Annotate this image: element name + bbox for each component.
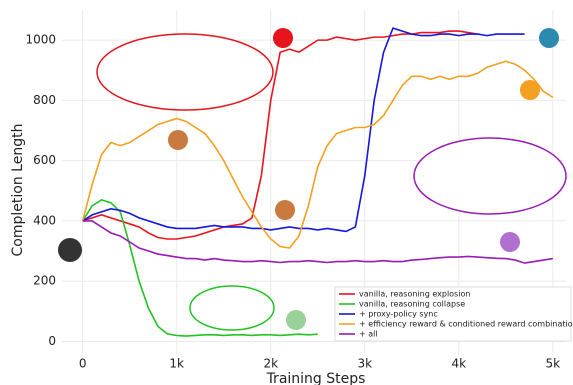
- y-tick-label: 1000: [25, 33, 56, 47]
- legend-label: vanilla, reasoning collapse: [359, 300, 465, 309]
- robot-icon: [58, 238, 82, 262]
- line-series: [82, 27, 525, 233]
- y-axis-label: Completion Length: [10, 124, 26, 257]
- x-axis-label: Training Steps: [266, 371, 366, 385]
- speech-bubble: [189, 285, 275, 331]
- y-tick-label: 600: [33, 153, 56, 167]
- y-tick-label: 200: [33, 274, 56, 288]
- robot-icon: [275, 200, 295, 220]
- line-series: [82, 220, 553, 264]
- speech-bubble: [96, 33, 274, 111]
- robot-icon: [539, 28, 559, 48]
- line-series: [81, 60, 554, 249]
- x-tick-label: 2k: [263, 357, 278, 371]
- legend-label: + all: [359, 330, 378, 339]
- x-tick-label: 0: [79, 357, 87, 371]
- robot-icon: [520, 80, 540, 100]
- x-tick-label: 5k: [546, 357, 561, 371]
- x-tick-label: 1k: [169, 357, 184, 371]
- legend-box: [334, 286, 572, 342]
- y-tick-label: 0: [48, 334, 56, 348]
- speech-bubble: [413, 137, 567, 215]
- robot-icon: [500, 232, 520, 252]
- legend-label: + efficiency reward & conditioned reward…: [359, 320, 573, 329]
- robot-icon: [168, 130, 188, 150]
- robot-icon: [286, 310, 306, 330]
- y-tick-label: 400: [33, 213, 56, 227]
- decorations: [58, 28, 567, 331]
- line-series: [82, 198, 318, 337]
- x-tick-label: 4k: [452, 357, 467, 371]
- y-tick-label: 800: [33, 93, 56, 107]
- legend-label: + proxy-policy sync: [359, 310, 438, 319]
- robot-icon: [273, 28, 293, 48]
- legend-label: vanilla, reasoning explosion: [359, 290, 470, 299]
- x-tick-label: 3k: [357, 357, 372, 371]
